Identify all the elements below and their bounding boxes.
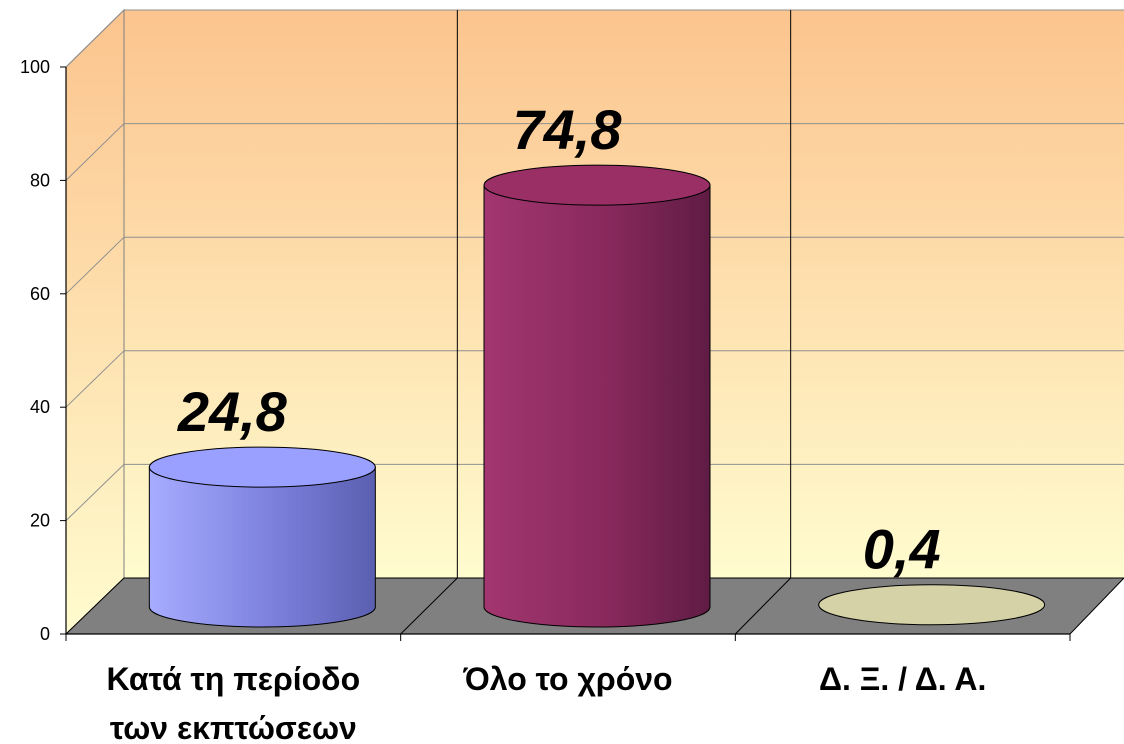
bar-2-body (483, 184, 711, 628)
side-wall (65, 8, 125, 636)
value-label: 0,4 (863, 518, 941, 581)
category-divider (400, 577, 458, 635)
y-tick-label: 0 (40, 624, 50, 644)
gridline (65, 350, 125, 408)
x-axis (65, 633, 1071, 641)
category-divider (734, 577, 792, 635)
value-label: 24,8 (177, 380, 288, 443)
y-tick-label: 100 (20, 57, 50, 77)
bar-2-top (483, 164, 711, 206)
value-label: 74,8 (513, 98, 623, 161)
bar-1-top (148, 446, 376, 488)
bars (148, 164, 1046, 628)
value-labels: 24,8 74,8 0,4 (177, 98, 941, 581)
category-labels: Κατά τη περίοδο των εκπτώσεων Όλο το χρόνο… (107, 661, 987, 744)
gridline (65, 236, 125, 295)
gridline (65, 464, 125, 521)
y-tick-label: 20 (30, 511, 50, 531)
gridline (65, 9, 125, 68)
category-label: Όλο το χρόνο (462, 661, 672, 697)
y-tick-label: 40 (30, 397, 50, 417)
category-label: Δ. Ξ. / Δ. Α. (819, 661, 986, 697)
category-label: των εκπτώσεων (110, 710, 357, 744)
bar-3-top (818, 584, 1046, 626)
category-dividers (400, 10, 792, 635)
y-tick-label: 60 (30, 284, 50, 304)
bar-1-body (148, 466, 376, 628)
gridline (65, 123, 125, 181)
y-axis: 0 20 40 60 80 100 (20, 57, 67, 644)
category-label: Κατά τη περίοδο (107, 661, 361, 697)
y-tick-label: 80 (30, 170, 50, 190)
